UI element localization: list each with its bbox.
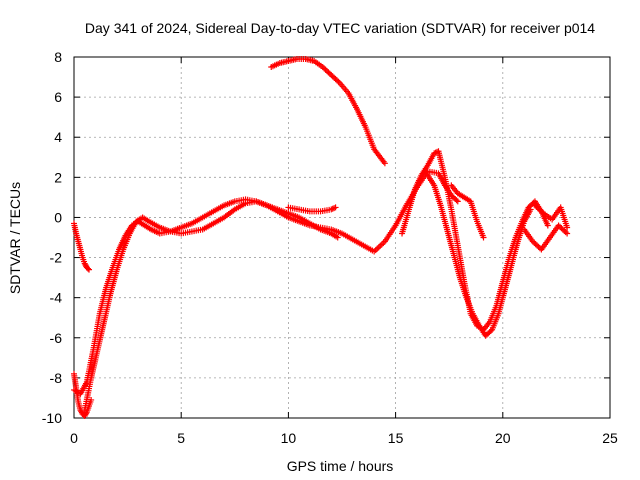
series-sat-d bbox=[81, 168, 461, 413]
series-sat-f bbox=[285, 204, 339, 215]
data-point bbox=[86, 266, 93, 273]
data-point bbox=[527, 206, 534, 213]
y-tick-label: 4 bbox=[54, 129, 62, 145]
x-tick-label: 15 bbox=[388, 430, 404, 446]
chart-title: Day 341 of 2024, Sidereal Day-to-day VTE… bbox=[85, 20, 595, 36]
data-point bbox=[454, 198, 461, 205]
data-point bbox=[453, 197, 460, 204]
x-axis-label: GPS time / hours bbox=[287, 458, 394, 474]
x-tick-label: 0 bbox=[70, 430, 78, 446]
plot-frame bbox=[73, 56, 611, 419]
data-point bbox=[83, 410, 90, 417]
y-tick-label: 6 bbox=[54, 89, 62, 105]
x-tick-label: 5 bbox=[177, 430, 185, 446]
series-sat-i bbox=[448, 182, 487, 241]
data-point bbox=[332, 204, 339, 211]
data-point bbox=[487, 327, 494, 334]
grid bbox=[74, 57, 610, 418]
data-point bbox=[564, 224, 571, 231]
data-point bbox=[329, 205, 336, 212]
y-tick-label: -4 bbox=[50, 290, 63, 306]
y-tick-label: -2 bbox=[50, 250, 63, 266]
x-tick-label: 25 bbox=[602, 430, 618, 446]
data-point bbox=[381, 160, 388, 167]
series-sat-e bbox=[268, 56, 388, 167]
series-sat-a bbox=[71, 220, 93, 273]
series-sat-b bbox=[71, 370, 95, 419]
y-tick-label: -8 bbox=[50, 370, 63, 386]
x-tick-label: 20 bbox=[495, 430, 511, 446]
data-point bbox=[334, 234, 341, 241]
series-sat-k bbox=[531, 202, 571, 231]
series-sat-g bbox=[399, 148, 551, 333]
y-tick-label: 0 bbox=[54, 209, 62, 225]
data-marks bbox=[71, 56, 571, 419]
data-point bbox=[84, 265, 91, 272]
series-sat-h bbox=[424, 172, 534, 339]
y-tick-label: 8 bbox=[54, 49, 62, 65]
y-tick-label: -6 bbox=[50, 330, 63, 346]
data-point bbox=[88, 396, 95, 403]
axis-ticks: 0 5 10 15 20 25 -10 -8 -6 -4 -2 0 2 4 6 8 bbox=[42, 49, 618, 446]
data-point bbox=[544, 222, 551, 229]
y-tick-label: -10 bbox=[42, 410, 62, 426]
y-axis-label: SDTVAR / TECUs bbox=[7, 182, 23, 294]
data-point bbox=[564, 230, 571, 237]
y-tick-label: 2 bbox=[54, 169, 62, 185]
series-sat-j bbox=[521, 222, 571, 253]
data-point bbox=[480, 234, 487, 241]
x-tick-label: 10 bbox=[281, 430, 297, 446]
